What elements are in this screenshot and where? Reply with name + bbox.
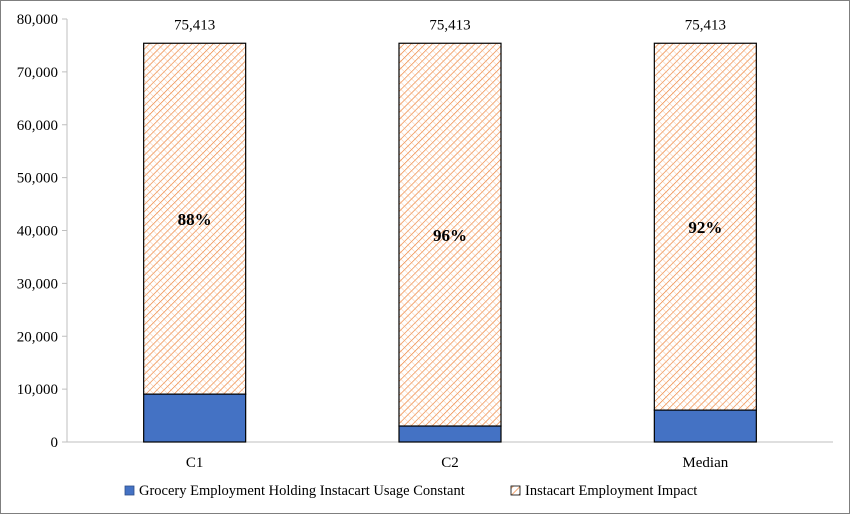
total-label: 75,413 [174,17,215,33]
legend-label-grocery: Grocery Employment Holding Instacart Usa… [139,483,465,499]
plot-area: 0 10,000 20,000 30,000 40,000 50,000 60,000 70,… [17,12,833,471]
bar-grocery-median [653,409,757,443]
total-label: 75,413 [685,17,726,33]
y-tick-label: 60,000 [17,118,58,134]
y-tick-label: 0 [51,435,59,451]
legend-label-instacart: Instacart Employment Impact [525,483,697,499]
legend-swatch-instacart [510,485,521,496]
y-tick-label: 50,000 [17,171,58,187]
x-category-label: Median [682,455,728,471]
segment-percent-label: 96% [433,226,467,245]
segment-percent-label: 88% [178,210,212,229]
y-tick-label: 70,000 [17,65,58,81]
x-category-label: C1 [186,455,204,471]
bar-instacart-outline-median [653,42,757,411]
x-category-label: C2 [441,455,459,471]
bar-grocery-c1 [143,393,247,443]
bar-grocery-c2 [398,425,502,443]
legend: Grocery Employment Holding Instacart Usa… [124,483,697,499]
bar-instacart-outline-c1 [143,42,247,395]
y-tick-label: 40,000 [17,224,58,240]
y-tick-label: 10,000 [17,382,58,398]
y-tick-label: 80,000 [17,12,58,28]
bar-instacart-outline-c2 [398,42,502,427]
y-tick-label: 30,000 [17,276,58,292]
total-label: 75,413 [429,17,470,33]
segment-percent-label: 92% [688,218,722,237]
y-tick-label: 20,000 [17,329,58,345]
legend-swatch-grocery [124,485,135,496]
